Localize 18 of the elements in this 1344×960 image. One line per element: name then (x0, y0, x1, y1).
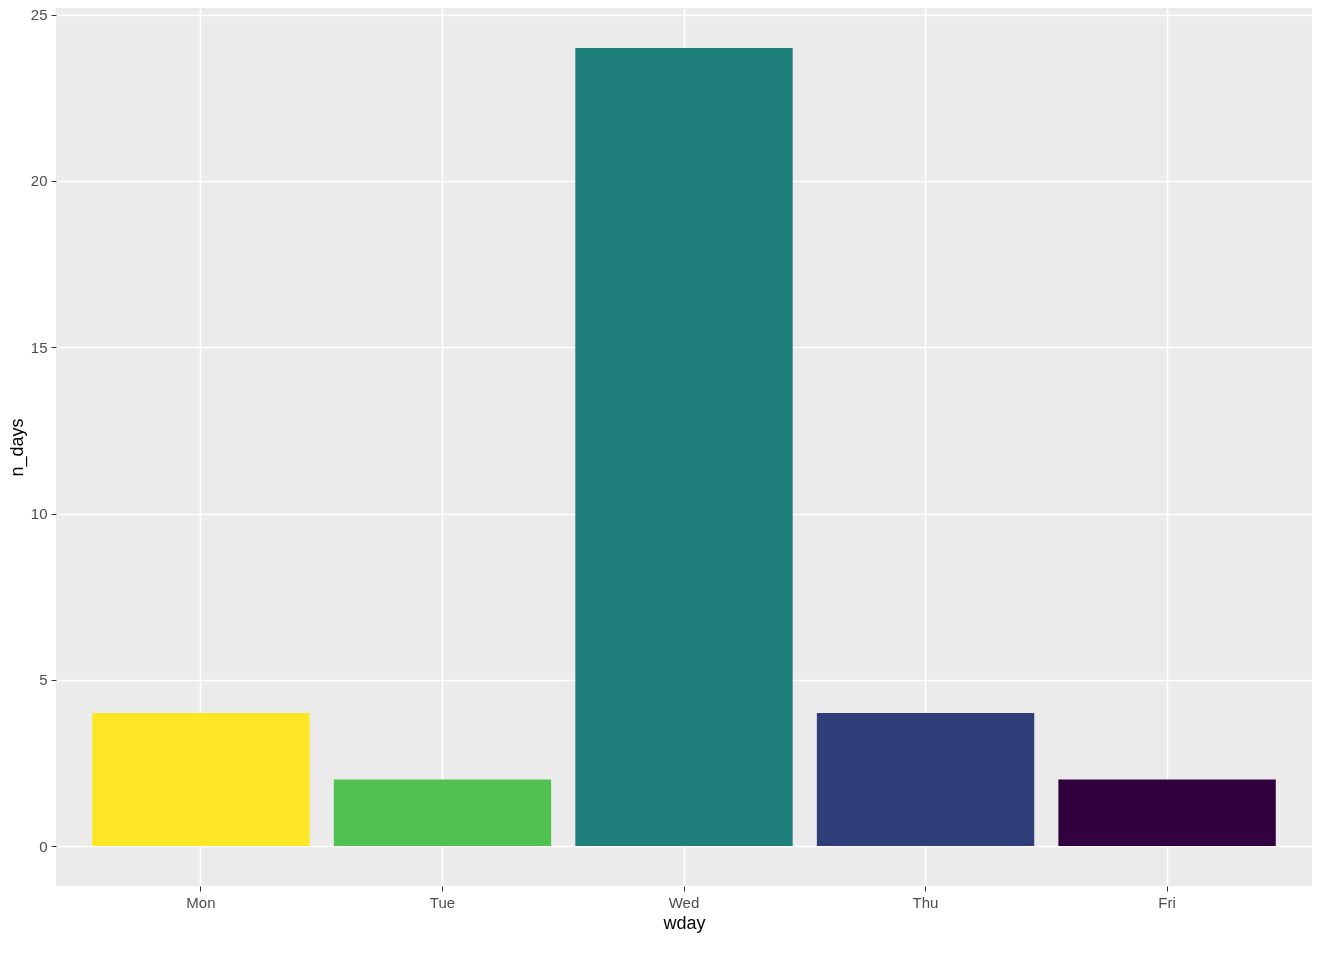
x-tick-label: Wed (668, 893, 700, 911)
x-tick-label: Mon (186, 893, 216, 911)
y-tick-label: 25 (30, 6, 48, 24)
y-tick-label: 10 (30, 505, 48, 523)
y-tick-label: 0 (39, 837, 48, 855)
bar (92, 713, 310, 847)
y-tick-label: 20 (30, 172, 48, 190)
y-tick-label: 5 (39, 671, 48, 689)
x-tick-label: Fri (1158, 893, 1176, 911)
bar (333, 779, 552, 847)
bar (575, 47, 793, 847)
bar (816, 713, 1035, 847)
x-tick-label: Thu (912, 893, 939, 911)
y-axis-title: n_days (6, 418, 28, 477)
x-axis-title: wday (662, 912, 706, 933)
y-tick-label: 15 (30, 338, 48, 356)
x-tick-label: Tue (429, 893, 456, 911)
bar (1058, 779, 1276, 847)
